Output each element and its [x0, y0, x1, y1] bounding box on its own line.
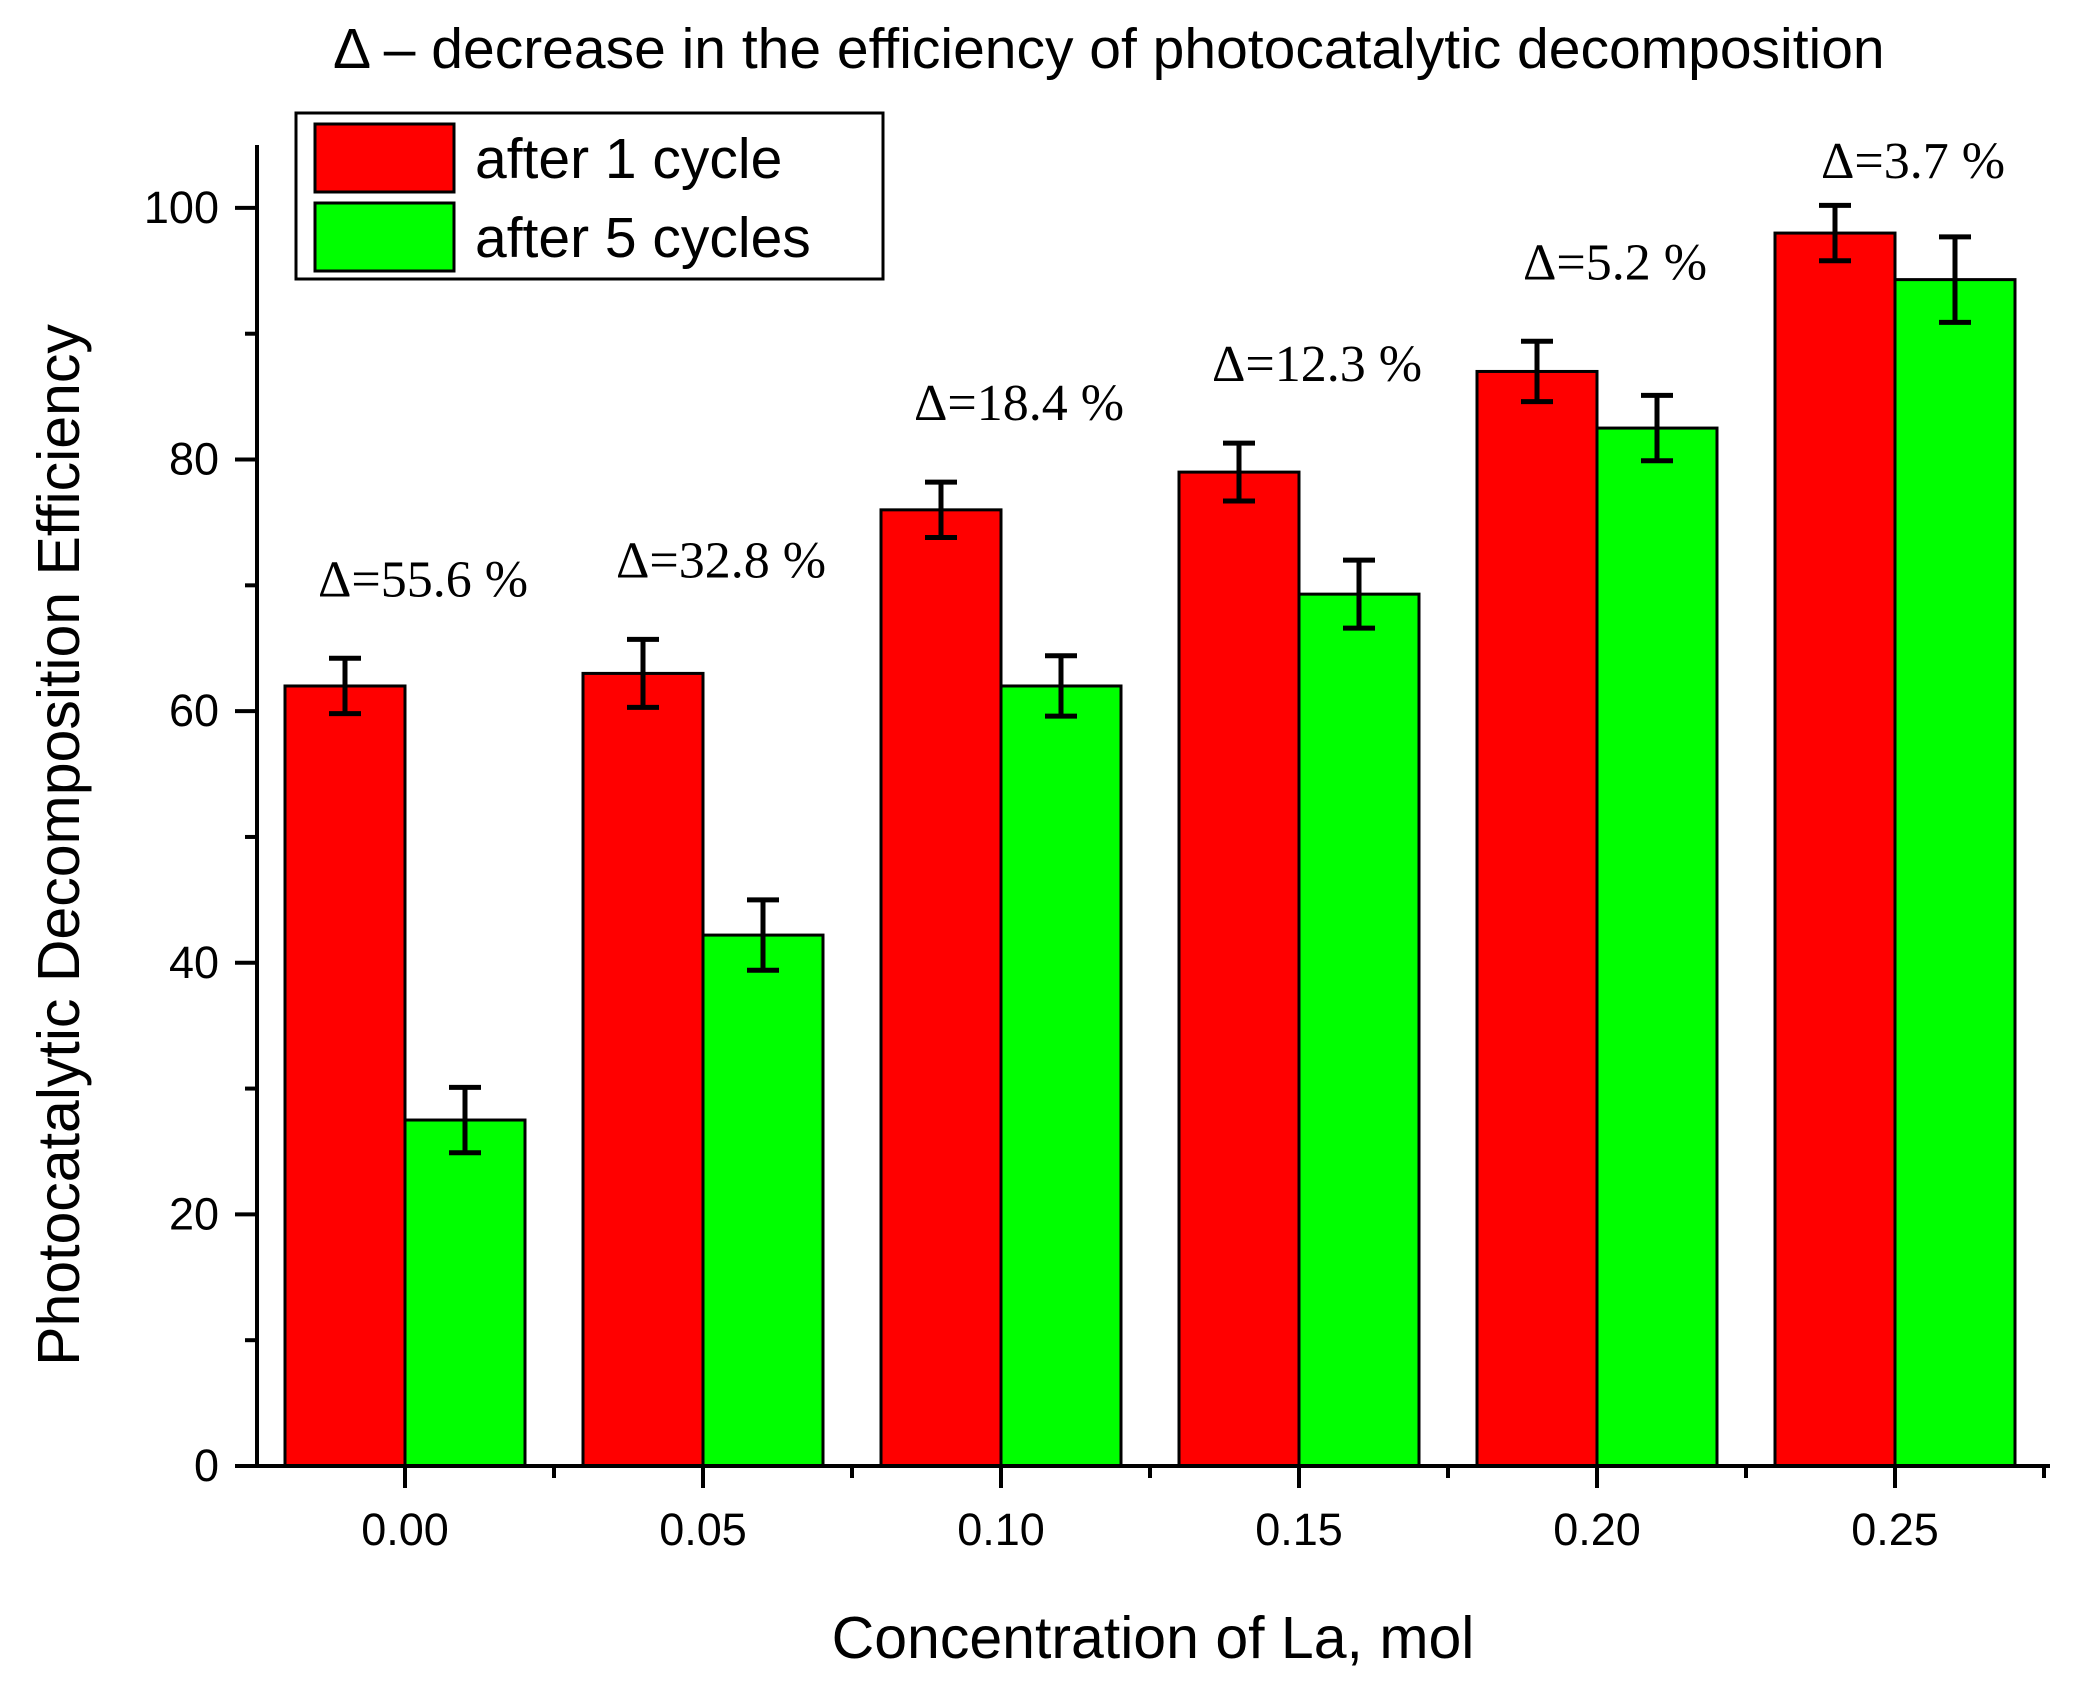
delta-annotation-0.10: Δ=18.4 %	[914, 375, 1124, 432]
delta-annotation-0.05: Δ=32.8 %	[616, 532, 826, 589]
y-axis-label: Photocatalytic Decomposition Efficiency	[26, 324, 92, 1366]
error-bars-group	[329, 202, 1971, 1156]
delta-annotation-0.20: Δ=5.2 %	[1523, 234, 1707, 291]
x-tick-label: 0.20	[1553, 1504, 1641, 1555]
error-bar-series-1-0.20	[1521, 338, 1553, 405]
bar-series-1-0.20	[1475, 369, 1599, 1468]
x-tick-label: 0.15	[1255, 1504, 1343, 1555]
bar-series-2-0.25	[1893, 278, 2017, 1468]
y-ticks-group: 0 20 40 60 80 100	[144, 182, 257, 1491]
error-bar-series-2-0.00	[449, 1084, 481, 1156]
x-tick-label: 0.10	[957, 1504, 1045, 1555]
bar-series-1-0.05	[581, 671, 705, 1468]
y-tick-label: 20	[169, 1188, 219, 1239]
bar-series-1-0.10	[879, 508, 1003, 1468]
legend-label-after-5-cycles: after 5 cycles	[475, 206, 811, 270]
x-axis-label: Concentration of La, mol	[832, 1605, 1475, 1671]
y-tick-label: 0	[194, 1440, 219, 1491]
error-bar-series-1-0.25	[1819, 202, 1851, 264]
legend-swatch-after-1-cycle	[313, 122, 456, 194]
error-bar-series-2-0.05	[747, 897, 779, 973]
legend: after 1 cycle after 5 cycles	[294, 111, 885, 281]
bar-series-2-0.05	[701, 933, 825, 1468]
y-tick-label: 40	[169, 937, 219, 988]
bars-group	[283, 231, 2017, 1468]
legend-swatch-after-5-cycles	[313, 201, 456, 273]
bar-series-1-0.00	[283, 684, 407, 1468]
bar-series-1-0.25	[1773, 231, 1897, 1468]
error-bar-series-2-0.25	[1939, 234, 1971, 325]
x-ticks-group: 0.00 0.05 0.10 0.15 0.20 0.25	[361, 1466, 2046, 1555]
bar-series-2-0.10	[999, 684, 1123, 1468]
y-tick-label: 80	[169, 434, 219, 485]
error-bar-series-2-0.15	[1343, 557, 1375, 631]
annotations-group: Δ=55.6 % Δ=32.8 % Δ=18.4 % Δ=12.3 % Δ=5.2 % Δ…	[318, 133, 2005, 608]
delta-annotation-0.15: Δ=12.3 %	[1212, 336, 1422, 393]
error-bar-series-2-0.20	[1641, 392, 1673, 464]
error-bar-series-1-0.15	[1223, 440, 1255, 504]
error-bar-series-1-0.10	[925, 479, 957, 541]
delta-annotation-0.00: Δ=55.6 %	[318, 551, 528, 608]
bar-series-1-0.15	[1177, 470, 1301, 1468]
x-tick-label: 0.00	[361, 1504, 449, 1555]
y-tick-label: 100	[144, 182, 219, 233]
x-tick-label: 0.05	[659, 1504, 747, 1555]
delta-annotation-0.25: Δ=3.7 %	[1821, 133, 2005, 190]
bar-series-2-0.15	[1297, 592, 1421, 1468]
error-bar-series-1-0.05	[627, 636, 659, 710]
bar-series-2-0.00	[403, 1118, 527, 1468]
chart-title: Δ – decrease in the efficiency of photoc…	[333, 17, 1885, 81]
legend-label-after-1-cycle: after 1 cycle	[475, 127, 782, 191]
error-bar-series-2-0.10	[1045, 653, 1077, 719]
x-tick-label: 0.25	[1851, 1504, 1939, 1555]
bar-series-2-0.20	[1595, 426, 1719, 1468]
y-tick-label: 60	[169, 685, 219, 736]
error-bar-series-1-0.00	[329, 655, 361, 717]
